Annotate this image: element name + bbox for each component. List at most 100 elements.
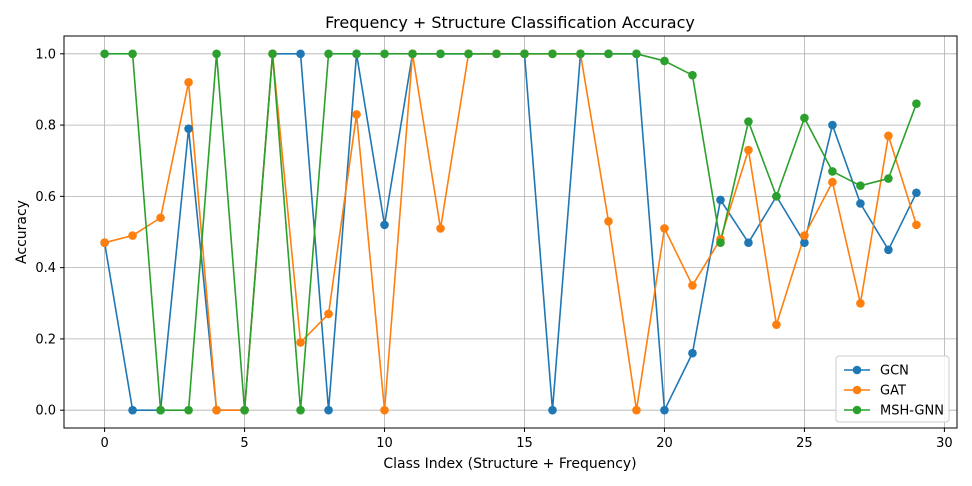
data-point-gcn — [128, 405, 137, 415]
x-tick-label: 0 — [100, 436, 108, 451]
legend-box — [835, 355, 950, 423]
data-point-msh-gnn — [520, 49, 529, 59]
data-point-msh-gnn — [184, 405, 193, 415]
data-point-msh-gnn — [716, 238, 725, 247]
data-point-msh-gnn — [576, 49, 585, 59]
data-point-msh-gnn — [604, 49, 613, 59]
data-point-msh-gnn — [100, 49, 109, 59]
data-point-gcn — [296, 49, 305, 59]
x-tick-label: 10 — [376, 436, 393, 451]
y-axis-label: Accuracy — [14, 200, 30, 264]
data-point-msh-gnn — [240, 405, 249, 415]
data-point-msh-gnn — [156, 405, 165, 415]
data-point-gat — [212, 405, 221, 415]
series-line-gat — [104, 53, 918, 411]
data-point-gat — [800, 231, 809, 240]
data-point-gat — [884, 131, 893, 141]
data-point-gcn — [660, 405, 669, 415]
series-points — [100, 49, 921, 415]
series-line-msh-gnn — [104, 53, 918, 411]
data-point-gcn — [324, 405, 333, 415]
data-point-gat — [324, 309, 333, 319]
y-tick-label: 0.4 — [35, 261, 56, 276]
data-point-gat — [156, 213, 165, 223]
data-point-msh-gnn — [492, 49, 501, 59]
legend: GCN GAT MSH-GNN — [835, 355, 950, 423]
x-axis-label: Class Index (Structure + Frequency) — [383, 456, 636, 472]
data-point-msh-gnn — [632, 49, 641, 59]
data-point-gcn — [828, 120, 837, 130]
data-point-gat — [436, 224, 445, 233]
data-point-gcn — [912, 188, 921, 198]
legend-label-gat: GAT — [880, 384, 906, 399]
series-line-gcn — [103, 53, 918, 411]
data-point-msh-gnn — [548, 49, 557, 59]
data-point-msh-gnn — [800, 113, 809, 123]
data-point-gat — [604, 217, 613, 226]
x-tick-label: 25 — [796, 436, 813, 451]
data-point-msh-gnn — [380, 49, 389, 59]
data-point-msh-gnn — [828, 167, 837, 176]
data-point-gat — [828, 177, 837, 187]
data-point-msh-gnn — [772, 192, 781, 201]
data-point-msh-gnn — [212, 49, 221, 59]
x-tick-label: 15 — [516, 436, 533, 451]
y-tick-label: 1.0 — [35, 47, 56, 62]
data-point-msh-gnn — [912, 99, 921, 109]
x-tick-label: 30 — [936, 436, 953, 451]
grid — [64, 36, 957, 428]
data-point-msh-gnn — [660, 56, 669, 66]
data-point-msh-gnn — [688, 70, 697, 80]
data-point-gat — [856, 298, 865, 308]
data-point-msh-gnn — [856, 181, 865, 190]
plot-frame — [63, 35, 958, 429]
legend-marker-msh-gnn — [852, 405, 862, 415]
data-point-gat — [128, 231, 137, 240]
y-tick-label: 0.0 — [35, 404, 56, 419]
legend-label-msh-gnn: MSH-GNN — [880, 404, 944, 419]
y-tick-label: 0.2 — [35, 332, 56, 347]
y-axis-ticks: 0.0 0.2 0.4 0.6 0.8 1.0 — [35, 47, 64, 419]
data-point-gat — [352, 110, 361, 119]
data-point-msh-gnn — [268, 49, 277, 59]
data-point-gat — [380, 405, 389, 415]
x-tick-label: 5 — [240, 436, 248, 451]
data-point-gcn — [744, 238, 753, 247]
x-tick-label: 20 — [656, 436, 673, 451]
legend-marker-gcn — [852, 365, 862, 375]
data-point-gat — [632, 405, 641, 415]
data-point-msh-gnn — [128, 49, 137, 59]
data-point-msh-gnn — [324, 49, 333, 59]
data-point-msh-gnn — [352, 49, 361, 59]
data-point-gcn — [856, 199, 865, 208]
data-point-msh-gnn — [296, 405, 305, 415]
data-point-gcn — [716, 195, 725, 205]
x-axis-ticks: 0 5 10 15 20 25 30 — [100, 428, 953, 451]
data-point-msh-gnn — [884, 174, 893, 183]
series-points-msh-gnn — [100, 49, 921, 415]
data-point-gat — [660, 224, 669, 233]
data-point-gat — [296, 338, 305, 347]
data-point-gcn — [548, 405, 557, 415]
data-point-gcn — [184, 124, 193, 133]
data-point-gat — [772, 320, 781, 329]
data-point-msh-gnn — [744, 117, 753, 126]
legend-marker-gat — [852, 385, 862, 395]
data-point-gat — [100, 238, 109, 247]
data-point-gat — [912, 220, 921, 230]
data-point-msh-gnn — [408, 49, 417, 59]
data-point-msh-gnn — [464, 49, 473, 59]
data-point-gcn — [688, 348, 697, 358]
data-point-gcn — [884, 245, 893, 255]
data-point-gat — [688, 281, 697, 290]
data-point-gcn — [800, 238, 809, 247]
y-tick-label: 0.8 — [35, 119, 56, 134]
legend-label-gcn: GCN — [880, 364, 909, 379]
data-point-msh-gnn — [436, 49, 445, 59]
chart-title: Frequency + Structure Classification Acc… — [325, 13, 695, 32]
data-point-gat — [184, 78, 193, 87]
series-lines — [103, 53, 918, 411]
data-point-gcn — [380, 220, 389, 230]
data-point-gat — [744, 145, 753, 155]
